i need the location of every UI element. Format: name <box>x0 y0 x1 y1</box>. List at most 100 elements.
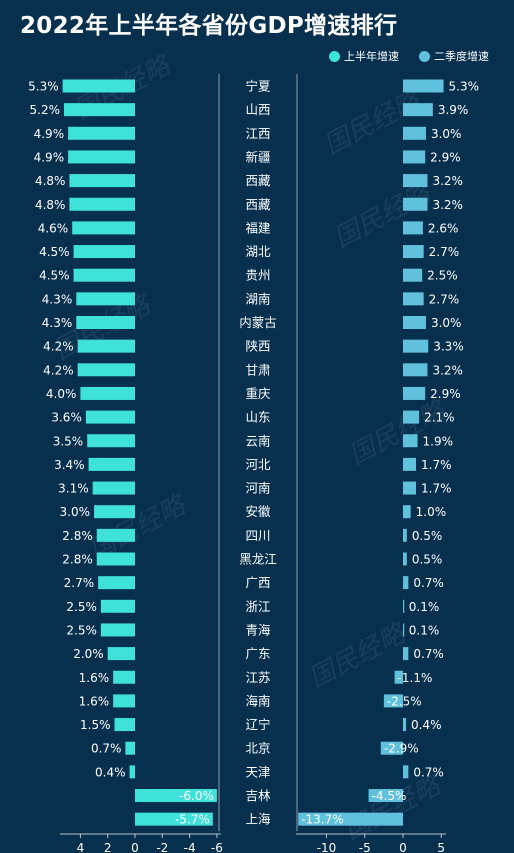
data-label-first-half: 0.4% <box>95 765 126 779</box>
bar-first-half <box>76 316 135 329</box>
data-label-first-half: 3.6% <box>51 411 82 425</box>
data-label-first-half: 3.5% <box>53 434 84 448</box>
data-label-first-half: 4.5% <box>39 269 70 283</box>
data-label-first-half: 2.0% <box>73 647 104 661</box>
bar-first-half <box>73 268 135 282</box>
bar-q2 <box>394 670 403 684</box>
bar-q2 <box>403 481 417 495</box>
category-label: 四川 <box>245 528 270 543</box>
data-label-q2: 0.7% <box>413 647 444 661</box>
bar-first-half <box>87 434 135 448</box>
data-label-q2: 2.9% <box>430 150 461 164</box>
bar-q2 <box>403 528 407 542</box>
data-label-q2: 5.3% <box>449 80 480 94</box>
watermark-text: 国民经略 <box>319 84 428 161</box>
bar-q2 <box>403 410 420 424</box>
data-label-first-half: 3.0% <box>60 505 91 519</box>
watermark-text: 国民经略 <box>339 769 448 846</box>
data-label-q2: 2.9% <box>430 387 461 401</box>
bar-q2 <box>403 221 423 235</box>
data-label-first-half: 2.8% <box>62 529 93 543</box>
category-label: 广东 <box>245 646 270 661</box>
bar-first-half <box>96 552 135 566</box>
data-label-first-half: 4.3% <box>42 316 73 330</box>
category-label: 广西 <box>245 575 270 590</box>
bar-q2 <box>403 552 407 566</box>
category-label: 江苏 <box>245 670 270 685</box>
data-label-first-half: 3.1% <box>58 482 89 496</box>
bar-first-half <box>77 363 135 377</box>
bar-q2 <box>403 505 411 519</box>
bar-first-half <box>80 386 135 400</box>
category-label: 山西 <box>245 102 270 117</box>
bar-q2 <box>403 623 405 637</box>
data-label-first-half: 4.8% <box>35 174 66 188</box>
data-label-q2: 0.5% <box>412 553 443 567</box>
bar-first-half <box>100 623 135 637</box>
bar-first-half <box>77 339 135 353</box>
data-label-q2: 3.2% <box>432 198 463 212</box>
bar-q2 <box>403 150 426 164</box>
data-label-first-half: 1.6% <box>79 671 110 685</box>
category-label: 上海 <box>245 812 271 827</box>
category-label: 天津 <box>245 764 270 779</box>
bar-first-half <box>96 528 135 542</box>
right-x-tick-label: -5 <box>359 841 371 853</box>
category-label: 西藏 <box>245 197 271 212</box>
data-label-first-half: 0.7% <box>91 742 122 756</box>
bar-first-half <box>85 410 135 424</box>
legend-item-q2: 二季度增速 <box>419 48 489 64</box>
bar-q2 <box>380 741 403 755</box>
category-label: 河北 <box>245 457 271 472</box>
left-x-tick-label: -2 <box>156 841 168 853</box>
category-label: 湖南 <box>245 291 270 306</box>
bar-q2 <box>403 457 417 471</box>
bar-first-half <box>129 765 135 779</box>
left-x-tick-label: 0 <box>131 841 139 853</box>
data-label-q2: 2.6% <box>428 221 459 235</box>
legend-marker-first-half <box>329 50 340 62</box>
bar-q2 <box>368 789 403 802</box>
data-label-q2: 3.9% <box>438 103 469 117</box>
left-x-tick-label: -4 <box>184 841 196 853</box>
bar-first-half <box>68 150 135 164</box>
data-label-q2: 2.7% <box>429 245 460 259</box>
data-label-first-half: 2.5% <box>66 600 97 614</box>
category-label: 甘肃 <box>245 362 270 377</box>
data-label-q2: 2.7% <box>429 292 460 306</box>
left-x-tick-label: -6 <box>211 841 223 853</box>
left-x-tick-label: 4 <box>77 841 85 853</box>
legend-label-q2: 二季度增速 <box>434 50 489 63</box>
category-label: 浙江 <box>245 599 270 614</box>
chart-title: 2022年上半年各省份GDP增速排行 <box>20 13 398 39</box>
data-label-q2: 1.0% <box>416 505 447 519</box>
data-label-q2: 0.1% <box>409 623 440 637</box>
bar-first-half <box>68 126 135 140</box>
data-label-q2: 1.9% <box>423 434 454 448</box>
data-label-q2: 0.7% <box>413 765 444 779</box>
left-x-tick-label: 2 <box>104 841 112 853</box>
bar-q2 <box>403 126 426 140</box>
data-label-first-half: 4.9% <box>34 150 65 164</box>
data-label-q2: 1.7% <box>421 482 452 496</box>
category-label: 湖北 <box>245 244 271 259</box>
data-label-q2: -2.5% <box>387 694 422 708</box>
bar-q2 <box>403 174 428 188</box>
bar-q2 <box>403 434 418 448</box>
data-label-first-half: 4.3% <box>42 292 73 306</box>
category-label: 贵州 <box>245 268 270 283</box>
data-label-first-half: 4.5% <box>39 245 70 259</box>
data-label-q2: 3.0% <box>431 127 462 141</box>
data-label-q2: 0.5% <box>412 529 443 543</box>
legend-label-first-half: 上半年增速 <box>344 50 399 63</box>
legend-item-first-half: 上半年增速 <box>329 48 399 64</box>
bars-layer: 宁夏 5.3% 5.3% 山西 5.2% 3.9% 江西 4.9% 3.0% 新疆 4.9% 2.9%… <box>28 79 479 827</box>
data-label-q2: -4.5% <box>372 789 407 803</box>
bar-q2 <box>403 292 424 306</box>
bar-q2 <box>298 812 403 826</box>
bar-q2 <box>403 599 405 613</box>
bar-q2 <box>403 197 428 211</box>
data-label-q2: -2.9% <box>384 742 419 756</box>
legend: 上半年增速 二季度增速 <box>0 48 514 64</box>
